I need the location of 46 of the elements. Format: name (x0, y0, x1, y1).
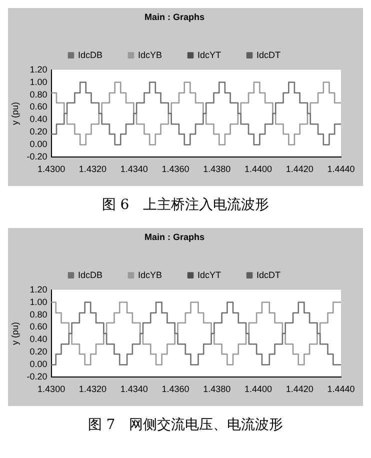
x-tick-label: 1.4400 (244, 384, 272, 394)
x-tick-label: 1.4340 (120, 164, 148, 174)
caption: 图 7 网侧交流电压、电流波形 (86, 416, 284, 434)
x-tick-label: 1.4420 (286, 164, 314, 174)
legend-label: IdcYT (198, 270, 222, 280)
x-tick-label: 1.4440 (327, 164, 355, 174)
y-tick-label: 0.40 (30, 334, 48, 344)
y-tick-label: 0.20 (30, 346, 48, 357)
y-tick-label: 0.80 (30, 309, 48, 320)
x-tick-label: 1.4440 (327, 384, 355, 394)
y-tick-label: 1.20 (30, 64, 48, 74)
x-tick-label: 1.4360 (162, 164, 190, 174)
y-axis-title: y (pu) (10, 102, 20, 126)
y-tick-label: 0.00 (30, 139, 48, 150)
x-tick-label: 1.4300 (38, 384, 66, 394)
caption: 图 6 上主桥注入电流波形 (100, 196, 270, 214)
x-tick-label: 1.4340 (120, 384, 148, 394)
chart-title: Main : Graphs (144, 232, 205, 242)
x-tick-label: 1.4320 (78, 384, 106, 394)
y-tick-label: 1.00 (30, 76, 48, 87)
y-tick-label: 1.20 (30, 284, 48, 294)
legend-label: IdcYB (138, 270, 162, 280)
legend-label: IdcDT (256, 270, 282, 280)
y-tick-label: 0.20 (30, 126, 48, 137)
y-tick-label: 0.60 (30, 102, 48, 112)
y-axis-title: y (pu) (10, 322, 20, 346)
x-tick-label: 1.4300 (38, 164, 66, 174)
legend-label: IdcDB (78, 270, 102, 280)
y-tick-label: 0.40 (30, 114, 48, 124)
y-tick-label: 0.60 (30, 322, 48, 332)
legend-label: IdcYT (198, 50, 222, 60)
y-tick-label: -0.20 (26, 372, 48, 382)
y-tick-label: 0.80 (30, 89, 48, 100)
x-tick-label: 1.4360 (162, 384, 190, 394)
x-tick-label: 1.4320 (78, 164, 106, 174)
legend-label: IdcDT (256, 50, 282, 60)
x-tick-label: 1.4380 (203, 164, 231, 174)
y-tick-label: 0.00 (30, 359, 48, 370)
x-tick-label: 1.4400 (244, 164, 272, 174)
y-tick-label: 1.00 (30, 296, 48, 307)
y-tick-label: -0.20 (26, 152, 48, 162)
legend-label: IdcYB (138, 50, 162, 60)
x-tick-label: 1.4420 (286, 384, 314, 394)
x-tick-label: 1.4380 (203, 384, 231, 394)
chart-title: Main : Graphs (144, 12, 205, 22)
legend-label: IdcDB (78, 50, 102, 60)
